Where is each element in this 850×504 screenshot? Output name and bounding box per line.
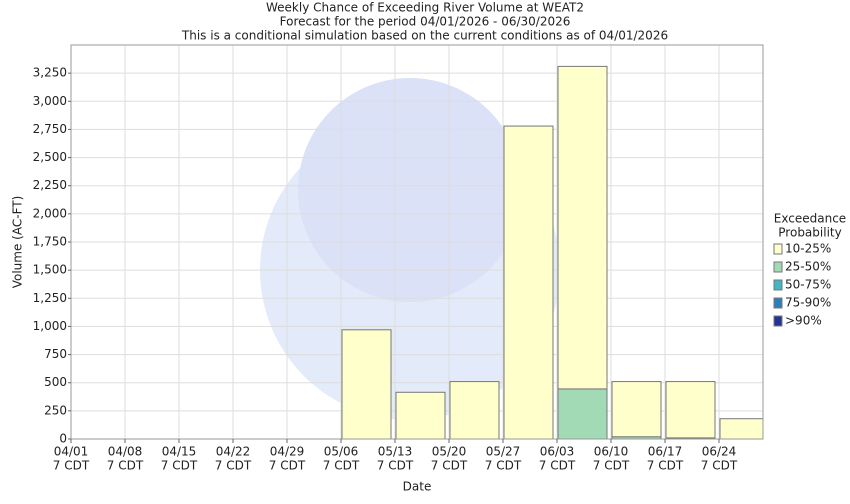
bar-segment	[557, 388, 608, 439]
bar-segment	[341, 329, 392, 439]
x-tick-label: 04/22	[216, 445, 251, 459]
bar-segment	[503, 125, 554, 439]
y-tick-label: 1,500	[33, 263, 67, 277]
chart-subtitle: Forecast for the period 04/01/2026 - 06/…	[280, 15, 571, 29]
y-tick-label: 750	[44, 347, 67, 361]
chart-title: Weekly Chance of Exceeding River Volume …	[266, 1, 584, 15]
y-tick-label: 250	[44, 403, 67, 417]
bar-segment	[449, 381, 500, 439]
x-tick-label: 06/24	[702, 445, 737, 459]
x-tick-label: 05/20	[432, 445, 467, 459]
x-tick-sublabel: 7 CDT	[539, 459, 576, 473]
x-tick-sublabel: 7 CDT	[323, 459, 360, 473]
x-tick-sublabel: 7 CDT	[53, 459, 90, 473]
x-tick-label: 04/01	[54, 445, 89, 459]
bar-segment	[611, 381, 662, 438]
x-tick-sublabel: 7 CDT	[161, 459, 198, 473]
y-tick-label: 1,000	[33, 319, 67, 333]
x-tick-label: 05/13	[378, 445, 413, 459]
x-tick-sublabel: 7 CDT	[215, 459, 252, 473]
x-tick-sublabel: 7 CDT	[269, 459, 306, 473]
legend-label: 10-25%	[785, 242, 831, 256]
y-tick-label: 0	[59, 432, 67, 446]
y-axis-label: Volume (AC-FT)	[11, 196, 25, 289]
x-tick-label: 05/06	[324, 445, 359, 459]
x-tick-label: 05/27	[486, 445, 521, 459]
x-tick-label: 04/29	[270, 445, 305, 459]
chart-note: This is a conditional simulation based o…	[181, 29, 668, 43]
y-tick-label: 2,750	[33, 122, 67, 136]
legend-swatch	[773, 297, 783, 309]
x-tick-sublabel: 7 CDT	[701, 459, 738, 473]
x-tick-sublabel: 7 CDT	[593, 459, 630, 473]
legend-swatch	[773, 261, 783, 273]
legend-title: Probability	[778, 226, 841, 240]
y-tick-label: 2,250	[33, 178, 67, 192]
y-tick-label: 1,250	[33, 291, 67, 305]
bar-segment	[665, 381, 716, 439]
x-tick-label: 04/15	[162, 445, 197, 459]
legend-title: Exceedance	[774, 212, 846, 226]
y-tick-label: 3,250	[33, 66, 67, 80]
x-axis-label: Date	[403, 480, 432, 494]
legend-label: 25-50%	[785, 260, 831, 274]
y-tick-label: 500	[44, 375, 67, 389]
x-tick-sublabel: 7 CDT	[107, 459, 144, 473]
legend-swatch	[773, 315, 783, 327]
legend-label: 50-75%	[785, 278, 831, 292]
y-tick-label: 1,750	[33, 235, 67, 249]
y-tick-label: 2,500	[33, 150, 67, 164]
x-tick-sublabel: 7 CDT	[377, 459, 414, 473]
x-tick-sublabel: 7 CDT	[431, 459, 468, 473]
legend-label: 75-90%	[785, 296, 831, 310]
x-tick-sublabel: 7 CDT	[647, 459, 684, 473]
bar-segment	[557, 65, 608, 390]
y-tick-label: 3,000	[33, 94, 67, 108]
bar-segment	[719, 418, 763, 439]
x-tick-sublabel: 7 CDT	[485, 459, 522, 473]
legend-swatch	[773, 279, 783, 291]
x-tick-label: 06/17	[648, 445, 683, 459]
x-tick-label: 06/10	[594, 445, 629, 459]
x-tick-label: 04/08	[108, 445, 143, 459]
legend-label: >90%	[785, 314, 822, 328]
bar-segment	[395, 391, 446, 439]
y-tick-label: 2,000	[33, 206, 67, 220]
x-tick-label: 06/03	[540, 445, 575, 459]
legend-swatch	[773, 243, 783, 255]
